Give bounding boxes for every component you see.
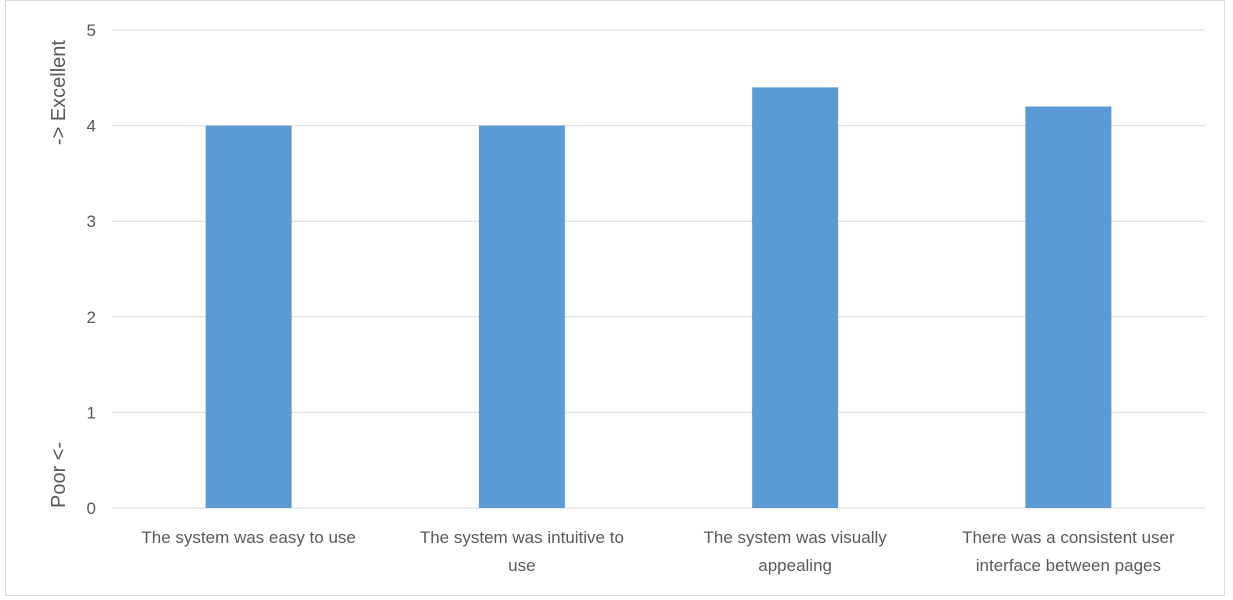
- bar-0: [205, 125, 292, 508]
- bar-3: [1025, 106, 1112, 508]
- x-tick-label: interface between pages: [976, 556, 1161, 575]
- y-tick-labels: 0 1 2 3 4 5: [87, 21, 96, 518]
- x-tick-label: The system was visually: [703, 528, 887, 547]
- y-tick-label: 0: [87, 499, 96, 518]
- y-tick-label: 2: [87, 308, 96, 327]
- y-tick-label: 3: [87, 212, 96, 231]
- x-tick-labels: The system was easy to use The system was…: [141, 528, 1175, 575]
- x-tick-label: There was a consistent user: [962, 528, 1175, 547]
- y-axis-label-high: -> Excellent: [48, 40, 70, 145]
- bar-2: [752, 87, 839, 509]
- bars: [205, 87, 1112, 509]
- x-tick-label: The system was easy to use: [141, 528, 355, 547]
- x-tick-label: The system was intuitive to: [420, 528, 624, 547]
- x-tick-label: appealing: [758, 556, 832, 575]
- y-tick-label: 1: [87, 403, 96, 422]
- bar-1: [478, 125, 565, 508]
- y-tick-label: 4: [87, 117, 96, 136]
- gridlines: [112, 29, 1205, 509]
- x-tick-label: use: [508, 556, 535, 575]
- y-axis-label-low: Poor <-: [48, 442, 70, 508]
- y-tick-label: 5: [87, 21, 96, 40]
